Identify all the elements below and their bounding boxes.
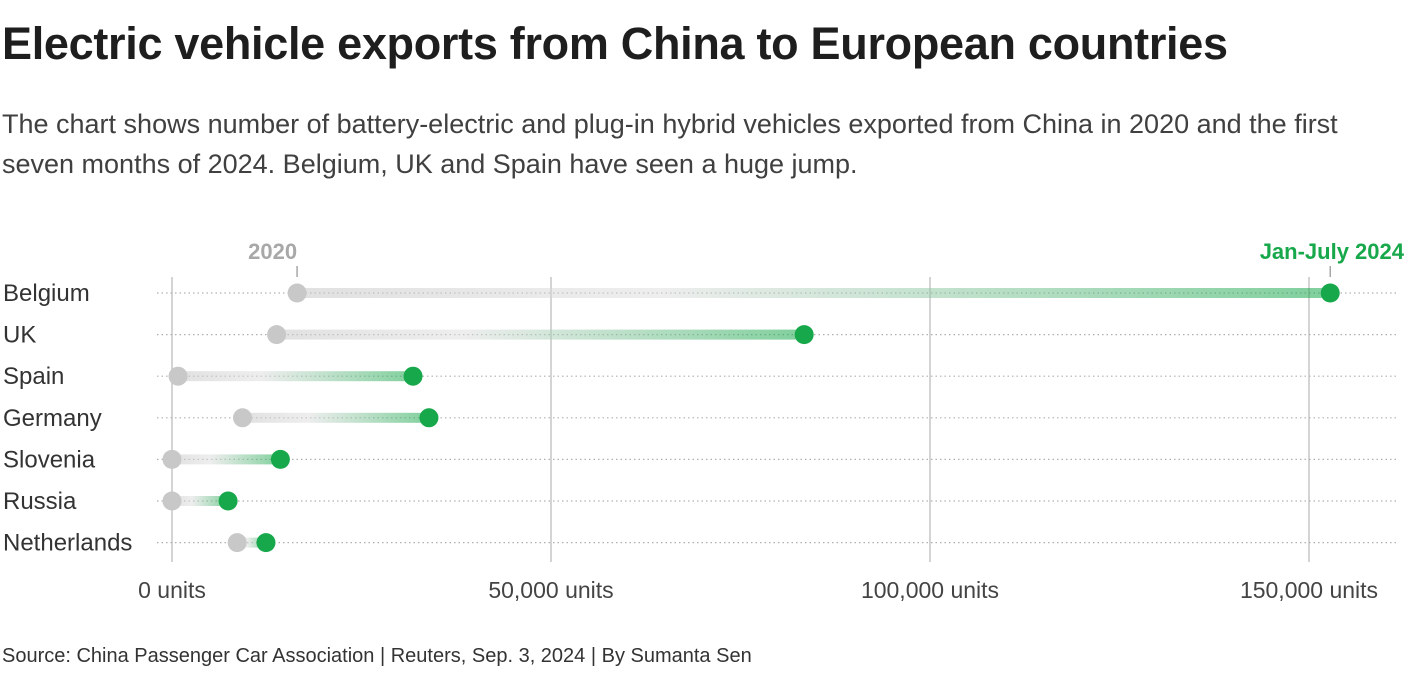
country-label: Netherlands <box>3 530 132 557</box>
dot-2024 <box>419 408 439 428</box>
x-tick-label: 50,000 units <box>488 577 613 603</box>
dot-2020 <box>162 449 182 469</box>
series-label-2020: 2020 <box>248 239 297 264</box>
dot-2024 <box>794 325 814 345</box>
country-label: Slovenia <box>3 446 96 473</box>
x-tick-label: 0 units <box>138 577 206 603</box>
dot-2024 <box>270 449 290 469</box>
country-label: Belgium <box>3 280 90 307</box>
series-label-2024: Jan-July 2024 <box>1260 239 1405 264</box>
country-label: UK <box>3 322 36 349</box>
chart-subtitle: The chart shows number of battery-electr… <box>2 109 1338 179</box>
country-label: Russia <box>3 488 77 515</box>
range-bar <box>178 371 414 382</box>
dot-2024 <box>1320 283 1340 303</box>
range-bar <box>237 537 266 548</box>
dot-2020 <box>267 325 287 345</box>
dot-2020 <box>168 366 188 386</box>
source-note: Source: China Passenger Car Association … <box>2 645 752 667</box>
x-tick-label: 100,000 units <box>861 577 999 603</box>
dot-2020 <box>227 533 247 553</box>
dot-2020 <box>162 491 182 511</box>
range-bar <box>242 412 429 423</box>
dot-2020 <box>232 408 252 428</box>
range-bar <box>276 329 805 340</box>
dot-2020 <box>287 283 307 303</box>
range-bar <box>172 454 281 465</box>
range-bar <box>297 288 1331 298</box>
x-tick-label: 150,000 units <box>1240 577 1378 603</box>
dot-2024 <box>256 533 276 553</box>
chart-title: Electric vehicle exports from China to E… <box>2 18 1228 69</box>
range-bar <box>172 496 229 506</box>
country-label: Spain <box>3 363 64 390</box>
dumbbell-chart: 0 units 50,000 units 100,000 units 150,000 … <box>3 239 1405 603</box>
dot-2024 <box>218 491 238 511</box>
country-label: Germany <box>3 405 102 432</box>
dot-2024 <box>403 366 423 386</box>
